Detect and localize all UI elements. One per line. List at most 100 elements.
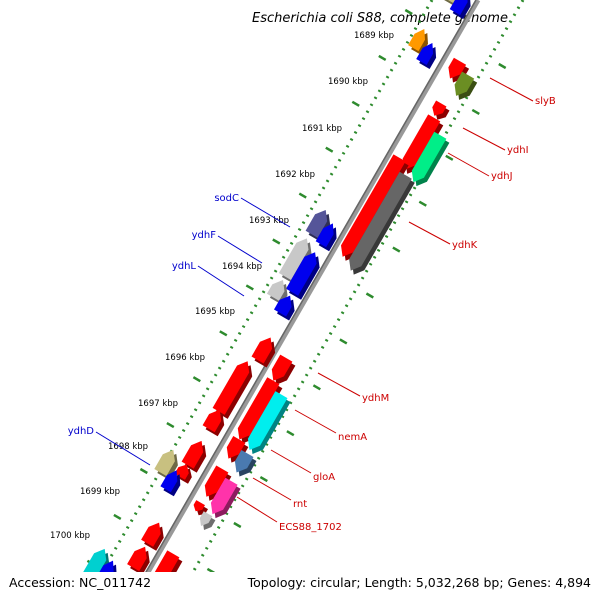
gene-label-ydhM: ydhM [362,393,389,404]
tick-label-1700: 1700 kbp [50,531,90,541]
gene-label-ydhL: ydhL [172,261,197,272]
tick-mark [325,146,334,153]
gene-blue-1693 [315,223,334,248]
gene-blue-1694 [286,252,317,296]
accession-text: Accession: NC_011742 [9,575,152,590]
gene-label-ydhK: ydhK [452,240,478,251]
tick-label-1694: 1694 kbp [222,262,262,272]
gene-top-khaki [448,0,455,3]
leader-line-ydhL [197,265,245,297]
gene-label-slyB: slyB [535,96,556,107]
gene-rnt [210,477,238,515]
gene-red-ydhM [271,354,293,381]
gene-top-blue [449,0,468,16]
gene-red-lower [154,550,180,572]
tick-mark [113,513,122,520]
leader-line-ydhK [408,221,451,245]
gene-ydhD [154,449,175,476]
gene-red-long [341,154,406,257]
leader-line-ydhI [462,127,506,151]
gene-cyan-bottom [83,548,107,572]
gene-red-slyB [448,57,467,79]
tick-mark [139,467,148,475]
gene-ydhM [237,377,280,440]
leader-line-ydhF [217,235,263,264]
gene-sodC [305,210,328,238]
gene-nemA [247,391,288,450]
gene-ydhF [278,238,309,280]
gene-ydhK [349,171,412,271]
gene-red-rnt [193,500,205,512]
tick-mark [445,154,454,161]
tick-mark [312,384,321,391]
gene-red-1700b [127,546,147,572]
genome-summary-text: Topology: circular; Length: 5,032,268 bp… [247,575,591,590]
tick-label-1690: 1690 kbp [328,77,368,87]
tick-mark [219,330,228,337]
tick-mark [404,8,413,16]
gene-red-1698a [202,409,222,433]
map-title: Escherichia coli S88, complete genome [252,11,508,26]
leader-line-ECS88_1702 [236,496,278,523]
gene-blue-bottom [99,560,114,572]
tick-mark [206,567,216,572]
leader-line-sodC [240,197,291,228]
gene-label-ydhJ: ydhJ [491,171,513,182]
genome-backbone-shade [145,0,477,572]
tick-mark [259,476,268,483]
leader-line-gloA [270,449,312,474]
tick-label-1689: 1689 kbp [354,31,394,41]
gene-label-ydhF: ydhF [192,230,217,241]
gene-label-nemA: nemA [338,432,367,443]
tick-mark [286,430,295,437]
tick-mark [378,54,387,61]
gene-gloA [234,450,254,473]
leader-line-slyB [489,77,534,102]
gene-blue-1695 [274,295,292,317]
gene-orange [408,29,425,52]
gene-red-nemA [226,436,246,459]
tick-label-1692: 1692 kbp [275,170,315,180]
left-gene-labels: sodC ydhF ydhL ydhD [68,193,291,466]
gene-features [83,0,478,600]
gene-red-1697 [212,361,250,415]
tick-mark [392,246,401,253]
gene-red-1696 [251,337,273,364]
tick-label-1697: 1697 kbp [138,399,178,409]
tick-mark [192,376,201,383]
leader-line-rnt [252,477,292,501]
genome-backbone [145,0,481,572]
gene-ECS88_1702 [199,511,213,526]
tick-label-1691: 1691 kbp [302,124,342,134]
right-gene-labels: slyB ydhI ydhJ ydhK ydhM nemA gloA rnt E… [236,77,556,533]
gene-blue-1699 [160,470,178,493]
gene-red-1700a [141,522,161,547]
tick-label-1699: 1699 kbp [80,487,120,497]
leader-line-ydhJ [447,152,490,177]
tick-mark [233,521,242,529]
tick-mark [339,338,348,345]
gene-ydhL [266,280,285,301]
tick-mark [245,284,254,291]
tick-label-1698: 1698 kbp [108,442,148,452]
gene-blue-1690 [416,43,434,65]
tick-label-1693: 1693 kbp [249,216,289,226]
gene-red-ydhI [432,100,447,116]
gene-label-ECS88_1702: ECS88_1702 [279,522,342,533]
tick-marks [86,8,507,572]
tick-mark [351,100,360,107]
leader-line-ydhM [317,372,361,397]
gene-label-rnt: rnt [293,499,307,510]
gene-red-1698b [181,440,204,469]
gene-red-lower-2 [155,578,180,600]
tick-mark [365,292,374,299]
gene-ydhJ [411,131,447,183]
gene-red-small [174,464,189,480]
gene-red-lower-2-side [158,582,183,600]
tick-label-1696: 1696 kbp [165,353,205,363]
tick-mark [471,108,480,115]
tick-mark [298,192,307,199]
gene-label-ydhD: ydhD [68,426,95,437]
gene-ydhI [402,114,441,170]
